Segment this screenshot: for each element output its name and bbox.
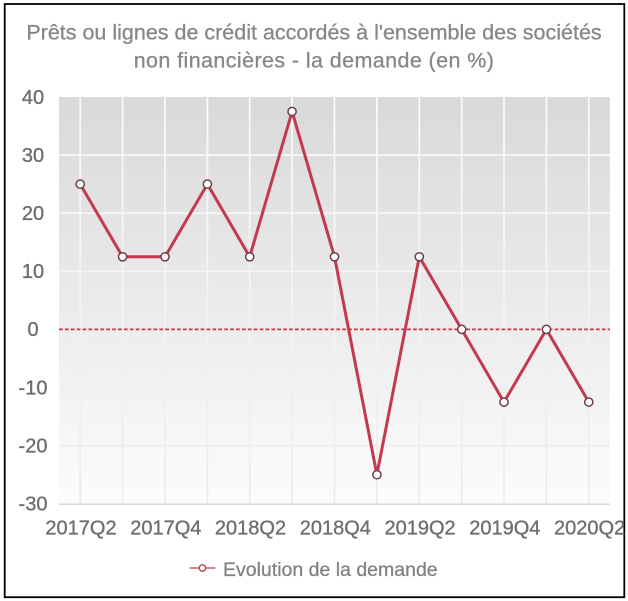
svg-text:-20: -20 [19,436,48,458]
svg-text:0: 0 [27,319,38,341]
svg-text:-10: -10 [19,377,48,399]
svg-text:Evolution de la demande: Evolution de la demande [223,559,438,581]
svg-text:-30: -30 [19,494,48,516]
svg-text:non financières - la demande (: non financières - la demande (en %) [134,49,495,73]
svg-text:2018Q2: 2018Q2 [215,518,286,540]
svg-text:2017Q4: 2017Q4 [130,518,201,540]
svg-text:2020Q2: 2020Q2 [554,518,625,540]
svg-text:40: 40 [22,87,44,109]
svg-text:Prêts ou lignes de crédit acco: Prêts ou lignes de crédit accordés à l'e… [26,21,601,45]
svg-text:2019Q2: 2019Q2 [385,518,456,540]
svg-text:2019Q4: 2019Q4 [469,518,540,540]
svg-text:20: 20 [22,203,44,225]
svg-text:2018Q4: 2018Q4 [300,518,371,540]
svg-text:2017Q2: 2017Q2 [45,518,116,540]
svg-text:30: 30 [22,145,44,167]
svg-text:10: 10 [22,261,44,283]
